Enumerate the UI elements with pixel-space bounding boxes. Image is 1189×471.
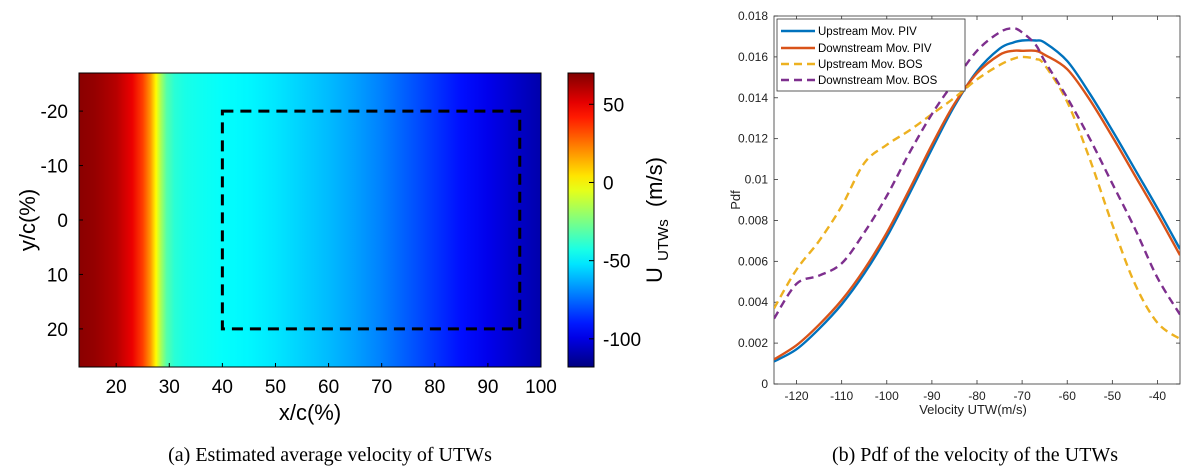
pdf-y-tick-label: 0.012	[738, 132, 768, 146]
pdf-y-tick-label: 0.014	[738, 91, 768, 105]
pdf-x-tick-label: -70	[1013, 389, 1031, 403]
colorbar-label-unit: (m/s)	[642, 157, 667, 207]
heatmap-x-tick-label: 60	[318, 377, 339, 398]
colorbar-label-main: U	[642, 267, 667, 283]
pdf-x-tick-label: -80	[968, 389, 986, 403]
heatmap-x-tick-label: 70	[371, 377, 392, 398]
pdf-x-tick-label: -60	[1059, 389, 1077, 403]
pdf-x-tick-label: -90	[923, 389, 941, 403]
colorbar-tick-label: -50	[603, 252, 630, 273]
heatmap-x-tick-label: 80	[424, 377, 445, 398]
pdf-series-line	[774, 39, 1180, 363]
heatmap-field	[79, 73, 541, 367]
panel-b: -120 -110 -100 -90 -80 -70 -60 -50 -40 0 0.002 0.0…	[728, 9, 1181, 466]
pdf-x-ticks: -120 -110 -100 -90 -80 -70 -60 -50 -40	[785, 16, 1167, 403]
caption-b: (b) Pdf of the velocity of the UTWs	[832, 444, 1118, 466]
heatmap-y-label: y/c(%)	[15, 189, 40, 251]
pdf-series-line	[774, 49, 1180, 361]
heatmap-x-tick-label: 100	[525, 377, 557, 398]
colorbar	[567, 72, 595, 368]
pdf-y-tick-label: 0.01	[745, 173, 769, 187]
colorbar-label-sub: UTWs	[655, 219, 672, 261]
heatmap-y-tick-label: -20	[41, 102, 68, 123]
heatmap-x-tick-label: 30	[159, 377, 180, 398]
legend-label-downstream-piv: Downstream Mov. PIV	[818, 43, 932, 55]
heatmap-x-ticks: 20 30 40 50 60 70 80 90 100	[106, 363, 557, 398]
pdf-x-tick-label: -40	[1149, 389, 1167, 403]
pdf-series	[774, 27, 1180, 363]
colorbar-label: U UTWs (m/s)	[642, 157, 673, 283]
pdf-y-tick-label: 0.018	[738, 9, 768, 23]
pdf-y-tick-label: 0.002	[738, 336, 768, 350]
dashed-region	[220, 109, 522, 331]
heatmap-x-label: x/c(%)	[279, 400, 341, 425]
pdf-y-tick-label: 0.016	[738, 50, 768, 64]
heatmap-x-tick-label: 20	[106, 377, 127, 398]
heatmap-y-ticks: -20 -10 0 10 20	[41, 102, 83, 341]
legend-label-downstream-bos: Downstream Mov. BOS	[818, 75, 938, 87]
heatmap-x-tick-label: 40	[212, 377, 233, 398]
pdf-y-tick-label: 0	[761, 377, 768, 391]
pdf-x-tick-label: -120	[785, 389, 809, 403]
colorbar-tick-label: -100	[603, 330, 641, 351]
pdf-y-ticks: 0 0.002 0.004 0.006 0.008 0.01 0.012 0.014 0.016…	[738, 9, 1180, 391]
pdf-x-label: Velocity UTW(m/s)	[919, 402, 1027, 417]
pdf-series-line	[774, 27, 1180, 320]
caption-a: (a) Estimated average velocity of UTWs	[168, 444, 492, 466]
pdf-y-tick-label: 0.006	[738, 254, 768, 268]
pdf-series-line	[774, 55, 1180, 341]
legend-label-upstream-piv: Upstream Mov. PIV	[818, 26, 917, 38]
pdf-x-tick-label: -110	[830, 389, 853, 403]
pdf-x-tick-label: -100	[875, 389, 899, 403]
colorbar-tick-label: 50	[603, 95, 624, 116]
heatmap-y-tick-label: -10	[41, 157, 68, 178]
pdf-x-tick-label: -50	[1104, 389, 1122, 403]
colorbar-tick-label: 0	[603, 173, 614, 194]
heatmap-x-tick-label: 90	[477, 377, 498, 398]
pdf-y-tick-label: 0.008	[738, 213, 768, 227]
legend-label-upstream-bos: Upstream Mov. BOS	[818, 59, 923, 71]
pdf-y-label: Pdf	[728, 190, 743, 210]
pdf-y-tick-label: 0.004	[738, 295, 768, 309]
heatmap-y-tick-label: 20	[47, 320, 68, 341]
colorbar-ticks: 50 0 -50 -100	[589, 95, 641, 351]
heatmap-x-tick-label: 50	[265, 377, 286, 398]
legend: Upstream Mov. PIV Downstream Mov. PIV Up…	[776, 18, 966, 92]
heatmap-y-tick-label: 10	[47, 265, 68, 286]
heatmap-y-tick-label: 0	[57, 211, 68, 232]
